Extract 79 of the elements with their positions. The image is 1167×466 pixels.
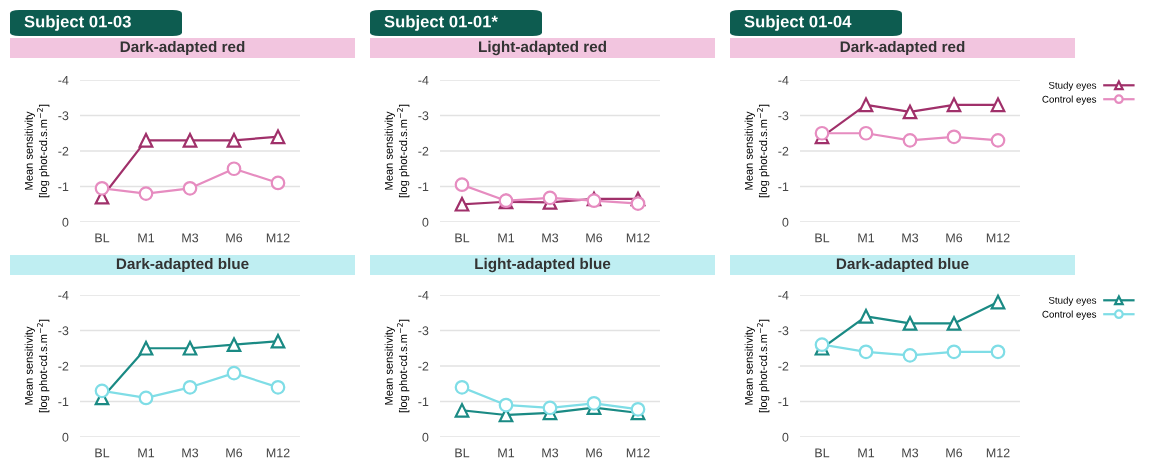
x-tick-label: M12: [266, 448, 290, 458]
chart-subtitle: Dark-adapted blue: [836, 257, 969, 273]
x-tick-label: BL: [455, 448, 470, 458]
x-tick-label: M3: [542, 233, 559, 243]
legend-label: Study eyes: [1048, 81, 1097, 91]
y-tick-label: -2: [418, 361, 429, 371]
y-tick-label: 0: [422, 432, 429, 442]
x-tick-label: M3: [902, 233, 919, 243]
y-tick-label: -4: [418, 290, 429, 300]
x-tick-label: BL: [455, 233, 470, 243]
y-tick-label: -3: [58, 326, 69, 336]
y-tick-label: -1: [778, 182, 789, 192]
chart-title: Subject 01-03: [24, 15, 131, 31]
x-tick-label: M6: [586, 448, 603, 458]
x-tick-label: M1: [138, 448, 155, 458]
y-tick-label: -3: [418, 111, 429, 121]
x-tick-label: M12: [986, 233, 1010, 243]
x-tick-label: M12: [626, 233, 650, 243]
y-axis-title: Mean sensitivity [log phot-cd.s.m$^{−2}$]: [24, 319, 50, 413]
y-tick-label: -3: [778, 326, 789, 336]
y-axis-title: Mean sensitivity [log phot-cd.s.m$^{−2}$]: [384, 104, 410, 198]
y-tick-label: 0: [62, 432, 69, 442]
x-tick-label: M3: [182, 448, 199, 458]
x-tick-label: M1: [858, 233, 875, 243]
x-tick-label: BL: [95, 233, 110, 243]
y-tick-label: 0: [782, 217, 789, 227]
y-axis-title: Mean sensitivity [log phot-cd.s.m$^{−2}$]: [384, 319, 410, 413]
y-tick-label: -1: [418, 397, 429, 407]
legend-label: Control eyes: [1042, 95, 1097, 105]
x-tick-label: M6: [586, 233, 603, 243]
x-tick-label: M12: [986, 448, 1010, 458]
chart-subtitle: Light-adapted blue: [475, 257, 611, 273]
chart-subtitle: Dark-adapted red: [120, 40, 245, 56]
x-tick-label: M6: [946, 448, 963, 458]
y-tick-label: -4: [778, 75, 789, 85]
x-tick-label: M6: [226, 448, 243, 458]
y-tick-label: -1: [58, 397, 69, 407]
legend-label: Study eyes: [1048, 296, 1097, 306]
y-tick-label: -1: [778, 397, 789, 407]
y-tick-label: -3: [778, 111, 789, 121]
x-tick-label: M1: [498, 448, 515, 458]
x-tick-label: BL: [815, 233, 830, 243]
chart-title: Subject 01-01*: [384, 15, 498, 31]
x-tick-label: M3: [182, 233, 199, 243]
y-tick-label: -3: [58, 111, 69, 121]
x-tick-label: M3: [542, 448, 559, 458]
chart-subtitle: Dark-adapted red: [840, 40, 965, 56]
x-tick-label: M6: [226, 233, 243, 243]
y-axis-title: Mean sensitivity [log phot-cd.s.m$^{−2}$]: [744, 319, 770, 413]
y-tick-label: -1: [418, 182, 429, 192]
y-tick-label: -2: [778, 361, 789, 371]
x-tick-label: M1: [858, 448, 875, 458]
chart-subtitle: Dark-adapted blue: [116, 257, 249, 273]
legend-label: Control eyes: [1042, 310, 1097, 320]
x-tick-label: M12: [626, 448, 650, 458]
y-tick-label: 0: [422, 217, 429, 227]
y-tick-label: 0: [62, 217, 69, 227]
y-tick-label: -2: [418, 146, 429, 156]
x-tick-label: M1: [498, 233, 515, 243]
x-tick-label: M6: [946, 233, 963, 243]
y-tick-label: -4: [58, 75, 69, 85]
y-tick-label: -4: [778, 290, 789, 300]
y-tick-label: -3: [418, 326, 429, 336]
y-tick-label: 0: [782, 432, 789, 442]
y-tick-label: -2: [58, 146, 69, 156]
x-tick-label: M1: [138, 233, 155, 243]
x-tick-label: M12: [266, 233, 290, 243]
y-axis-title: Mean sensitivity [log phot-cd.s.m$^{−2}$]: [24, 104, 50, 198]
y-tick-label: -4: [58, 290, 69, 300]
chart-subtitle: Light-adapted red: [479, 40, 607, 56]
y-axis-title: Mean sensitivity [log phot-cd.s.m$^{−2}$]: [744, 104, 770, 198]
x-tick-label: BL: [95, 448, 110, 458]
y-tick-label: -4: [418, 75, 429, 85]
x-tick-label: BL: [815, 448, 830, 458]
y-tick-label: -2: [778, 146, 789, 156]
x-tick-label: M3: [902, 448, 919, 458]
y-tick-label: -2: [58, 361, 69, 371]
chart-title: Subject 01-04: [744, 15, 852, 31]
y-tick-label: -1: [58, 182, 69, 192]
